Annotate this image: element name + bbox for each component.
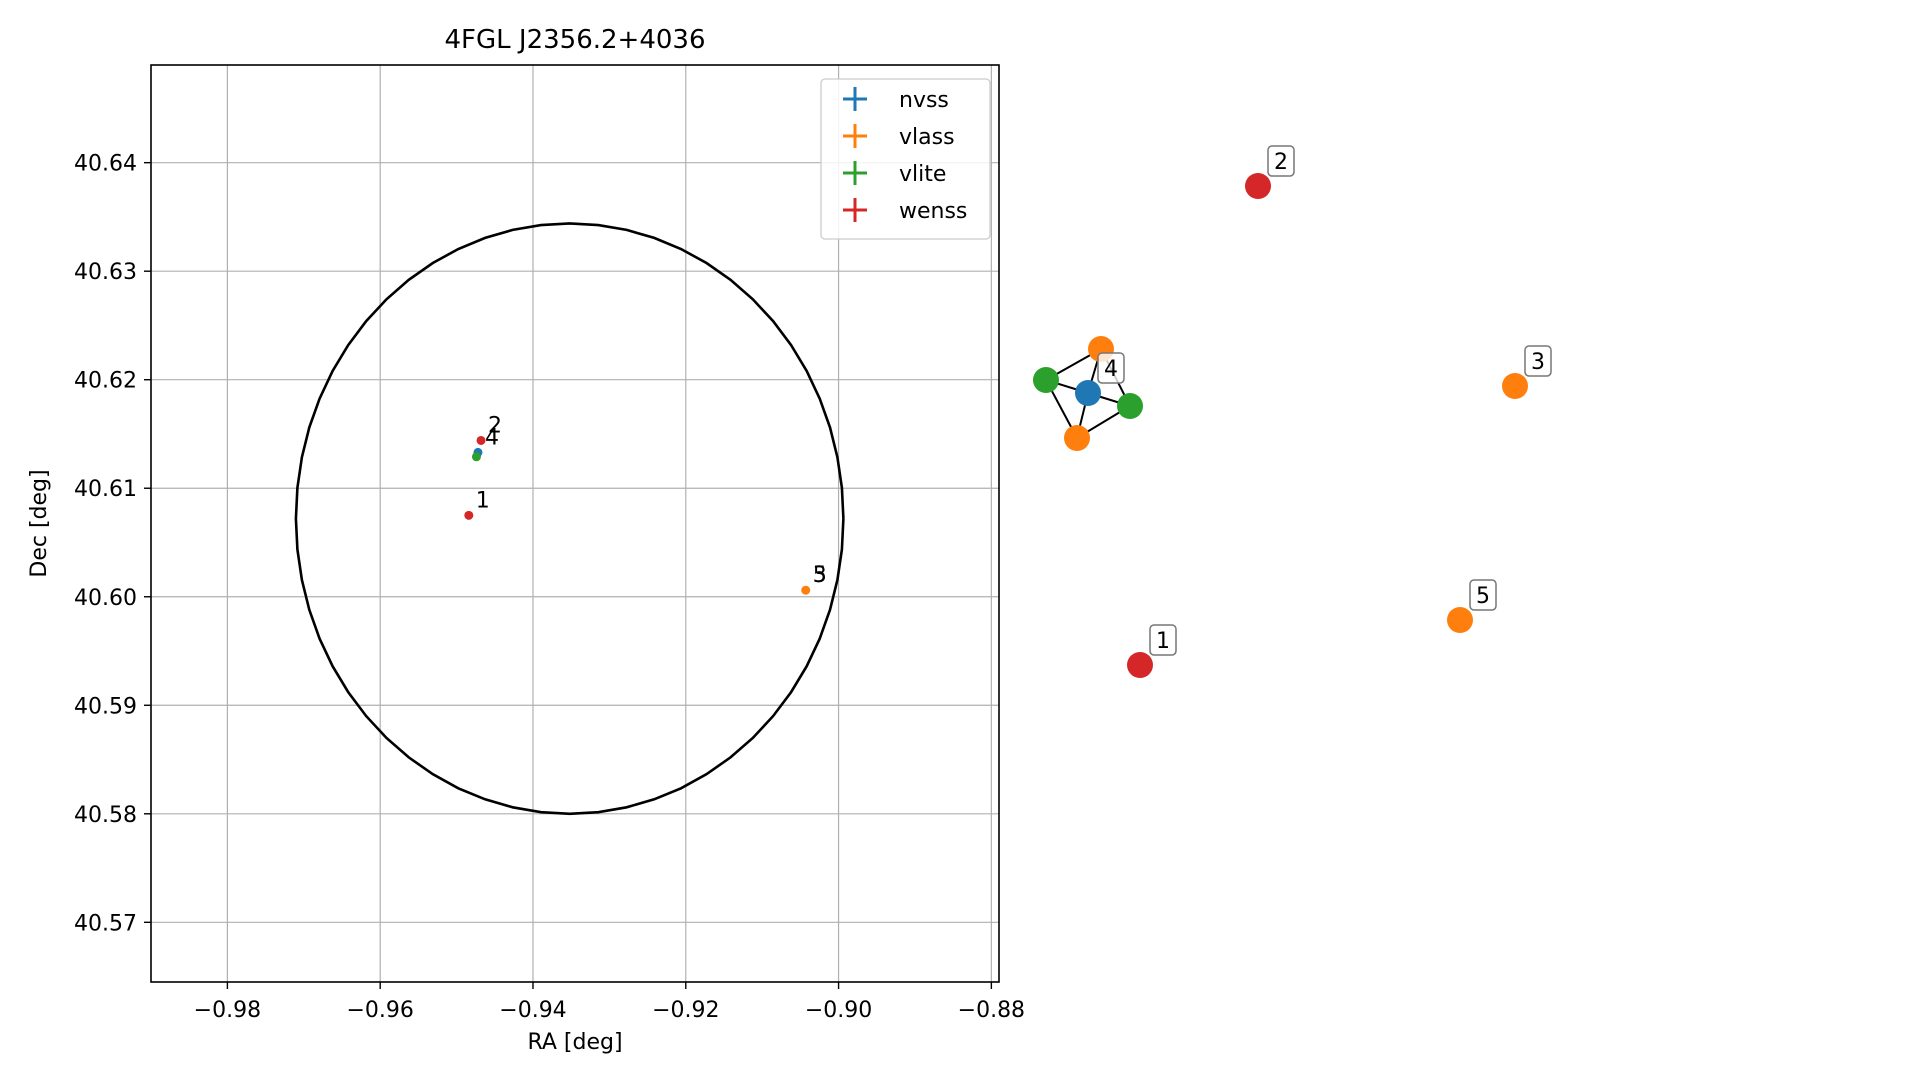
x-tick-label: −0.94 xyxy=(499,998,566,1023)
x-axis-ticks: −0.98 −0.96 −0.94 −0.92 −0.90 −0.88 xyxy=(194,982,1025,1023)
y-tick-label: 40.58 xyxy=(74,803,137,828)
graph-node-n-vlass-b xyxy=(1064,425,1090,451)
y-axis-ticks: 40.57 40.58 40.59 40.60 40.61 40.62 40.63 40.64 xyxy=(74,152,151,936)
x-tick-label: −0.96 xyxy=(346,998,413,1023)
y-tick-label: 40.60 xyxy=(74,586,137,611)
x-tick-label: −0.90 xyxy=(805,998,872,1023)
data-points xyxy=(464,435,811,595)
x-tick-label: −0.98 xyxy=(194,998,261,1023)
graph-node-label: 2 xyxy=(1274,150,1288,175)
plot-frame xyxy=(150,64,1000,983)
point-annotations: 1 24 35 xyxy=(476,413,827,588)
legend-entry-wenss: wenss xyxy=(843,198,967,224)
x-tick-label: −0.92 xyxy=(652,998,719,1023)
graph-node-n-wenss-1 xyxy=(1127,652,1153,678)
graph-node-label-box xyxy=(1267,145,1295,177)
legend-label: wenss xyxy=(899,199,967,224)
cross-match-graph: 4 2 3 5 1 xyxy=(1033,145,1552,678)
graph-node-labels: 4 2 3 5 1 xyxy=(1097,145,1552,656)
graph-node-label-box xyxy=(1524,345,1552,377)
legend-box xyxy=(820,78,991,240)
graph-nodes xyxy=(1033,173,1528,678)
graph-node-label: 1 xyxy=(1156,629,1170,654)
legend-label: vlite xyxy=(899,162,946,187)
graph-node-n-vlass-3 xyxy=(1502,373,1528,399)
point-label-4: 4 xyxy=(485,425,499,450)
sky-plot: 1 24 35 −0.98 −0.96 −0.94 −0.92 −0.90 −0.88 40.… xyxy=(27,25,1025,1055)
point-label-1: 1 xyxy=(476,488,490,513)
y-tick-label: 40.61 xyxy=(74,477,137,502)
y-tick-label: 40.62 xyxy=(74,369,137,394)
x-axis-label: RA [deg] xyxy=(527,1030,622,1055)
legend-label: vlass xyxy=(899,125,955,150)
legend-label: nvss xyxy=(899,88,949,113)
legend-entry-vlite: vlite xyxy=(843,161,946,187)
y-axis-label: Dec [deg] xyxy=(27,469,52,577)
graph-node-n-vlass-5 xyxy=(1447,607,1473,633)
graph-node-n-wenss-2 xyxy=(1245,173,1271,199)
point-wenss xyxy=(476,435,486,445)
graph-node-label: 5 xyxy=(1476,584,1490,609)
localization-circle xyxy=(294,222,845,816)
point-label-3: 3 xyxy=(813,563,827,588)
graph-node-label-box xyxy=(1469,579,1497,611)
graph-node-n-vlite-a xyxy=(1033,367,1059,393)
point-vlite xyxy=(471,452,481,462)
y-tick-label: 40.63 xyxy=(74,260,137,285)
y-tick-label: 40.57 xyxy=(74,911,137,936)
point-label-2: 2 xyxy=(488,413,502,438)
legend-entry-vlass: vlass xyxy=(843,124,955,150)
graph-node-n-nvss xyxy=(1075,380,1101,406)
point-label-5: 5 xyxy=(813,563,827,588)
legend-entry-nvss: nvss xyxy=(843,87,949,113)
localization-circle-layer xyxy=(294,222,845,816)
graph-node-label: 4 xyxy=(1104,357,1118,382)
y-tick-label: 40.59 xyxy=(74,694,137,719)
point-wenss xyxy=(464,510,474,520)
chart-title: 4FGL J2356.2+4036 xyxy=(445,25,706,55)
graph-node-label-box xyxy=(1097,352,1125,384)
y-tick-label: 40.64 xyxy=(74,152,137,177)
point-vlass xyxy=(801,585,811,595)
graph-node-n-vlite-b xyxy=(1117,393,1143,419)
graph-node-label-box xyxy=(1149,624,1177,656)
x-tick-label: −0.88 xyxy=(958,998,1025,1023)
graph-node-label: 3 xyxy=(1531,350,1545,375)
legend: nvss vlass vlite wenss xyxy=(820,78,991,240)
